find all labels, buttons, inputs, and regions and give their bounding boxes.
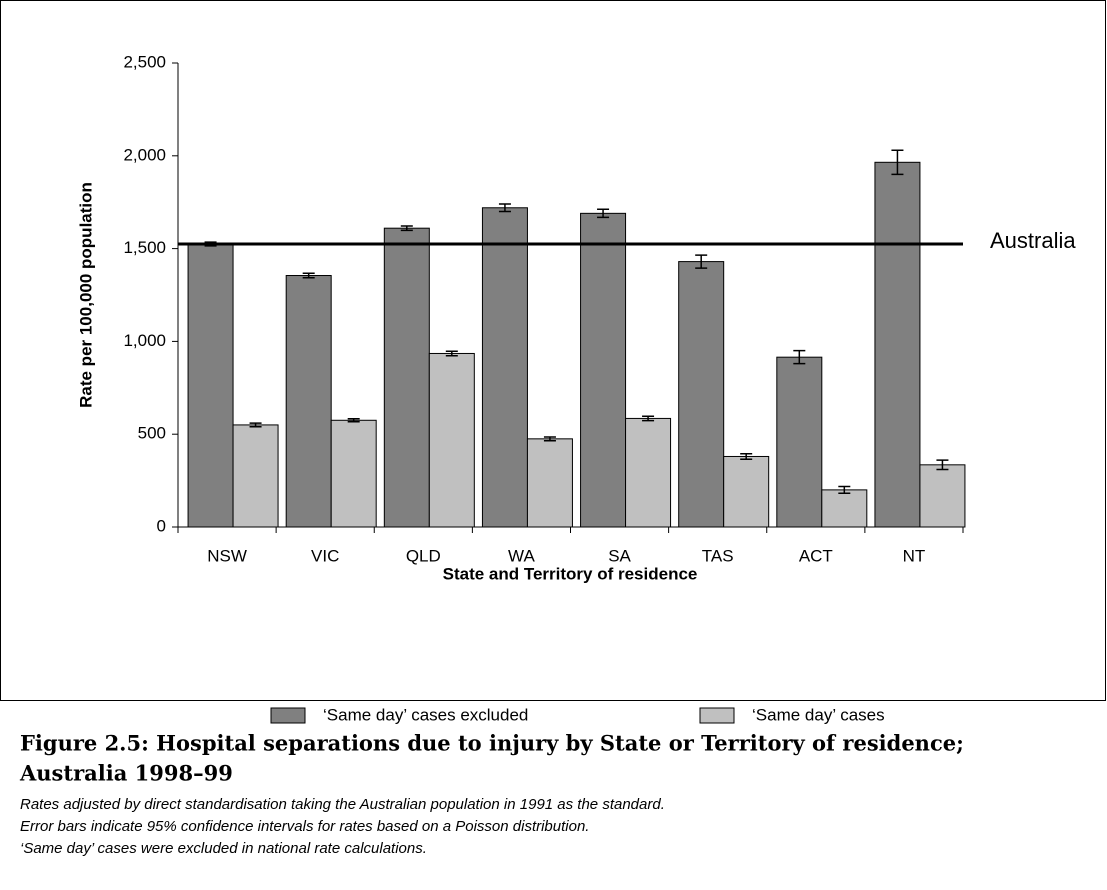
error-bar — [543, 436, 556, 442]
bar — [821, 489, 868, 528]
bar — [776, 356, 823, 528]
legend-label: ‘Same day’ cases — [752, 705, 885, 724]
bar — [383, 227, 430, 528]
y-axis-title: Rate per 100,000 population — [76, 182, 95, 408]
error-bar — [793, 349, 806, 365]
x-tick-label: WA — [508, 546, 535, 565]
error-bar — [302, 272, 315, 279]
x-tick-label: TAS — [702, 546, 734, 565]
legend-swatch — [270, 707, 306, 724]
x-tick-label: VIC — [311, 546, 339, 565]
bar — [874, 161, 921, 528]
x-axis-title: State and Territory of residence — [443, 564, 698, 583]
bar — [285, 275, 332, 528]
note: Rates adjusted by direct standardisation… — [20, 796, 665, 813]
note: ‘Same day’ cases were excluded in nation… — [20, 840, 427, 857]
bar — [723, 455, 770, 528]
caption-line: Figure 2.5: Hospital separations due to … — [20, 731, 964, 756]
y-tick-label: 0 — [157, 516, 166, 535]
y-tick-label: 2,000 — [123, 145, 166, 164]
note: Error bars indicate 95% confidence inter… — [20, 818, 589, 835]
error-bar — [597, 208, 610, 219]
bar — [678, 261, 725, 528]
error-bar — [249, 422, 262, 428]
error-bar — [936, 459, 949, 471]
bar — [919, 464, 966, 528]
x-tick-label: SA — [608, 546, 631, 565]
bar — [625, 417, 672, 528]
reference-label: Australia — [990, 228, 1076, 253]
y-tick-label: 2,500 — [123, 52, 166, 71]
error-bar — [347, 418, 360, 423]
bar — [481, 207, 528, 528]
bar — [187, 243, 234, 528]
chart-frame — [0, 0, 1106, 701]
error-bar — [740, 452, 753, 461]
error-bar — [838, 485, 851, 494]
error-bar — [445, 350, 458, 357]
legend-label: ‘Same day’ cases excluded — [323, 705, 528, 724]
error-bar — [400, 225, 413, 232]
legend-swatch — [699, 707, 735, 724]
y-tick-label: 1,500 — [123, 238, 166, 257]
bar — [428, 352, 475, 528]
x-tick-label: ACT — [799, 546, 833, 565]
error-bar — [642, 415, 655, 422]
error-bar — [695, 254, 708, 269]
caption-line: Australia 1998–99 — [19, 761, 233, 786]
error-bar — [891, 149, 904, 176]
bar — [526, 438, 573, 528]
error-bar — [498, 203, 511, 213]
bar — [330, 419, 377, 528]
x-tick-label: NSW — [207, 546, 247, 565]
y-tick-label: 1,000 — [123, 331, 166, 350]
y-tick-label: 500 — [138, 424, 166, 443]
x-tick-label: QLD — [406, 546, 441, 565]
x-tick-label: NT — [903, 546, 926, 565]
bar — [232, 424, 279, 528]
bar — [580, 212, 627, 528]
